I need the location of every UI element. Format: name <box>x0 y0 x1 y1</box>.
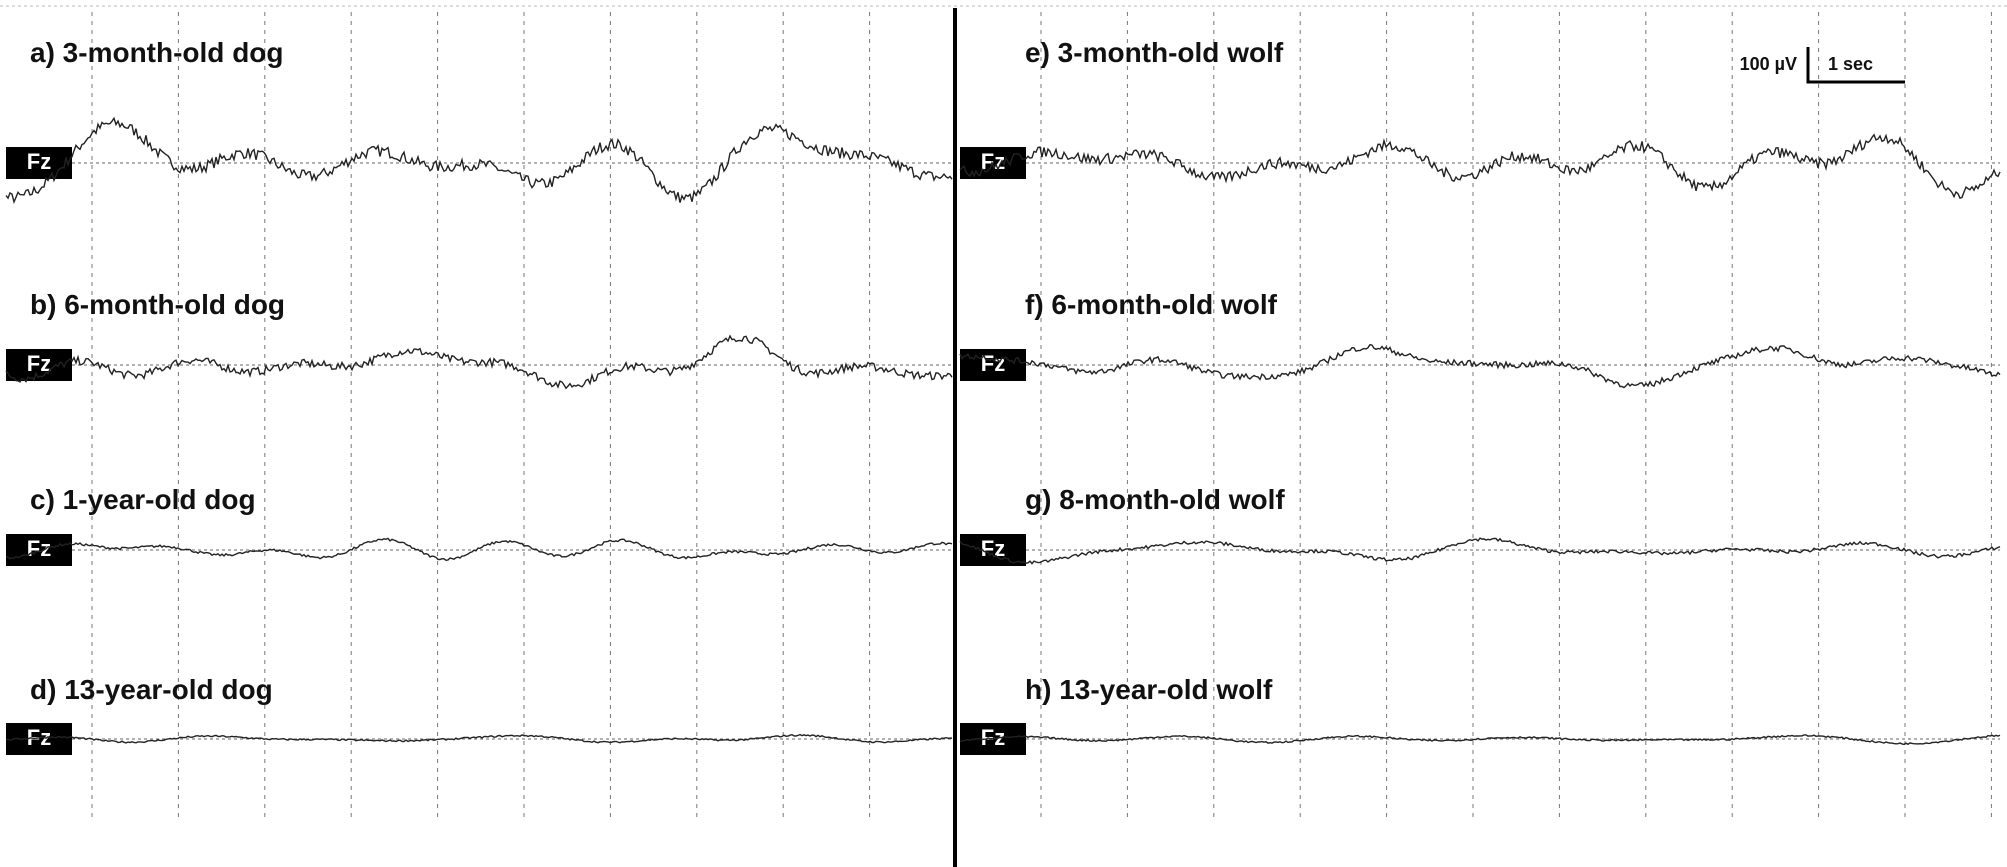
scale-time: 1 sec <box>1828 54 1873 74</box>
panel-title: f) 6-month-old wolf <box>1025 289 1278 320</box>
eeg-trace <box>959 133 2001 199</box>
channel-box <box>960 534 1026 566</box>
eeg-trace <box>5 733 953 744</box>
panel-title: d) 13-year-old dog <box>30 674 273 705</box>
panel-title: b) 6-month-old dog <box>30 289 285 320</box>
panel-title: a) 3-month-old dog <box>30 37 284 68</box>
panel-title: e) 3-month-old wolf <box>1025 37 1284 68</box>
eeg-trace <box>5 537 953 562</box>
channel-label: Fz <box>27 351 51 376</box>
eeg-trace <box>5 334 953 390</box>
channel-box <box>960 349 1026 381</box>
eeg-trace <box>959 734 2001 746</box>
panel-title: g) 8-month-old wolf <box>1025 484 1285 515</box>
eeg-trace <box>959 537 2001 565</box>
channel-label: Fz <box>981 351 1005 376</box>
panel-title: c) 1-year-old dog <box>30 484 256 515</box>
channel-box <box>6 147 72 179</box>
eeg-trace <box>5 116 953 205</box>
channel-label: Fz <box>27 149 51 174</box>
channel-box <box>6 349 72 381</box>
channel-label: Fz <box>981 536 1005 561</box>
eeg-trace <box>959 343 2001 389</box>
channel-box <box>6 534 72 566</box>
channel-label: Fz <box>27 536 51 561</box>
scale-amplitude: 100 µV <box>1740 54 1797 74</box>
scale-bar <box>1806 47 1905 84</box>
panel-title: h) 13-year-old wolf <box>1025 674 1273 705</box>
